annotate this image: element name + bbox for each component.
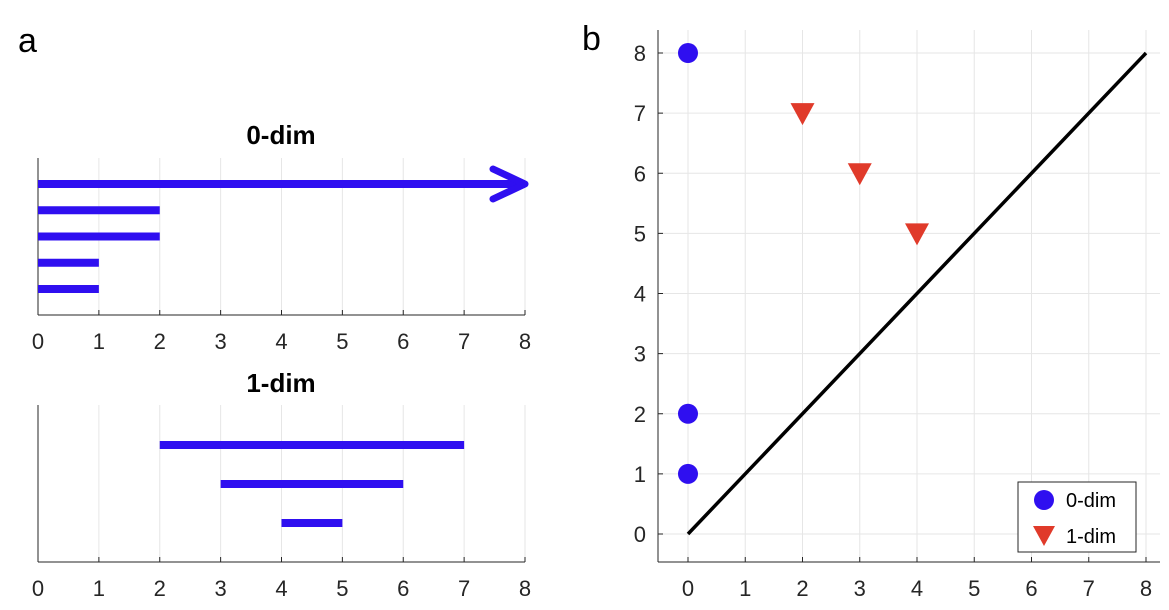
point-0dim (678, 403, 698, 424)
legend-1dim-label: 1-dim (1066, 526, 1116, 548)
barcode-1dim-tick-label: 1 (93, 576, 105, 601)
persistence-diagram-chart: 0 1 2 3 4 5 6 7 8 0 1 2 3 4 5 6 7 8 0-dim 1-dim (634, 30, 1160, 601)
legend-0dim-label: 0-dim (1066, 490, 1116, 512)
barcode-0dim-tick-label: 3 (215, 329, 227, 354)
legend: 0-dim 1-dim (1017, 481, 1137, 553)
diagram-y-tick-label: 0 (634, 522, 646, 547)
barcode-1dim-chart: 1-dim 0 1 2 3 4 5 6 7 8 (32, 368, 531, 601)
barcode-1dim-tick-label: 6 (397, 576, 409, 601)
barcode-0dim-tick-label: 1 (93, 329, 105, 354)
diagram-y-tick-label: 6 (634, 161, 646, 186)
barcode-1dim-tick-label: 0 (32, 576, 44, 601)
barcode-0dim-tick-label: 6 (397, 329, 409, 354)
barcode-1dim-tick-label: 2 (154, 576, 166, 601)
barcode-1dim-tick-label: 8 (519, 576, 531, 601)
diagram-x-tick-label: 1 (739, 576, 751, 601)
barcode-0dim-title: 0-dim (246, 120, 315, 150)
diagram-y-tick-label: 8 (634, 41, 646, 66)
barcode-1dim-tick-label: 5 (336, 576, 348, 601)
barcode-0dim-tick-label: 8 (519, 329, 531, 354)
panel-a-label: a (18, 22, 37, 60)
legend-1dim-marker (1033, 526, 1055, 546)
diagram-x-tick-label: 3 (854, 576, 866, 601)
barcode-0dim-tick-label: 5 (336, 329, 348, 354)
point-1dim (905, 223, 929, 246)
diagram-y-tick-label: 3 (634, 342, 646, 367)
diagram-x-tick-label: 4 (911, 576, 923, 601)
diagram-x-tick-label: 6 (1025, 576, 1037, 601)
barcode-0dim-tick-label: 2 (154, 329, 166, 354)
barcode-1dim-title: 1-dim (246, 368, 315, 398)
barcode-0dim-chart: 0-dim 0 1 2 3 4 5 6 7 8 (32, 120, 531, 354)
diagram-x-tick-label: 0 (682, 576, 694, 601)
diagram-x-tick-label: 8 (1140, 576, 1152, 601)
barcode-0dim-tick-label: 4 (275, 329, 287, 354)
diagram-y-tick-label: 4 (634, 282, 646, 307)
point-0dim (678, 463, 698, 484)
panel-b-label: b (582, 20, 601, 58)
diagonal-line (686, 51, 1148, 536)
barcode-1dim-tick-label: 3 (215, 576, 227, 601)
barcode-0dim-tick-label: 0 (32, 329, 44, 354)
diagram-x-tick-label: 7 (1083, 576, 1095, 601)
point-1dim (847, 163, 872, 186)
point-1dim (790, 103, 815, 126)
barcode-0dim-bar-arrowhead (489, 165, 529, 203)
diagram-x-tick-label: 2 (796, 576, 808, 601)
diagram-y-tick-label: 7 (634, 101, 646, 126)
diagram-y-tick-label: 2 (634, 402, 646, 427)
barcode-1dim-tick-label: 4 (275, 576, 287, 601)
diagram-x-tick-label: 5 (968, 576, 980, 601)
barcode-1dim-tick-label: 7 (458, 576, 470, 601)
diagram-y-tick-label: 1 (634, 462, 646, 487)
barcode-0dim-tick-label: 7 (458, 329, 470, 354)
point-0dim (678, 43, 698, 63)
diagram-y-tick-label: 5 (634, 221, 646, 246)
legend-0dim-marker (1034, 490, 1054, 510)
